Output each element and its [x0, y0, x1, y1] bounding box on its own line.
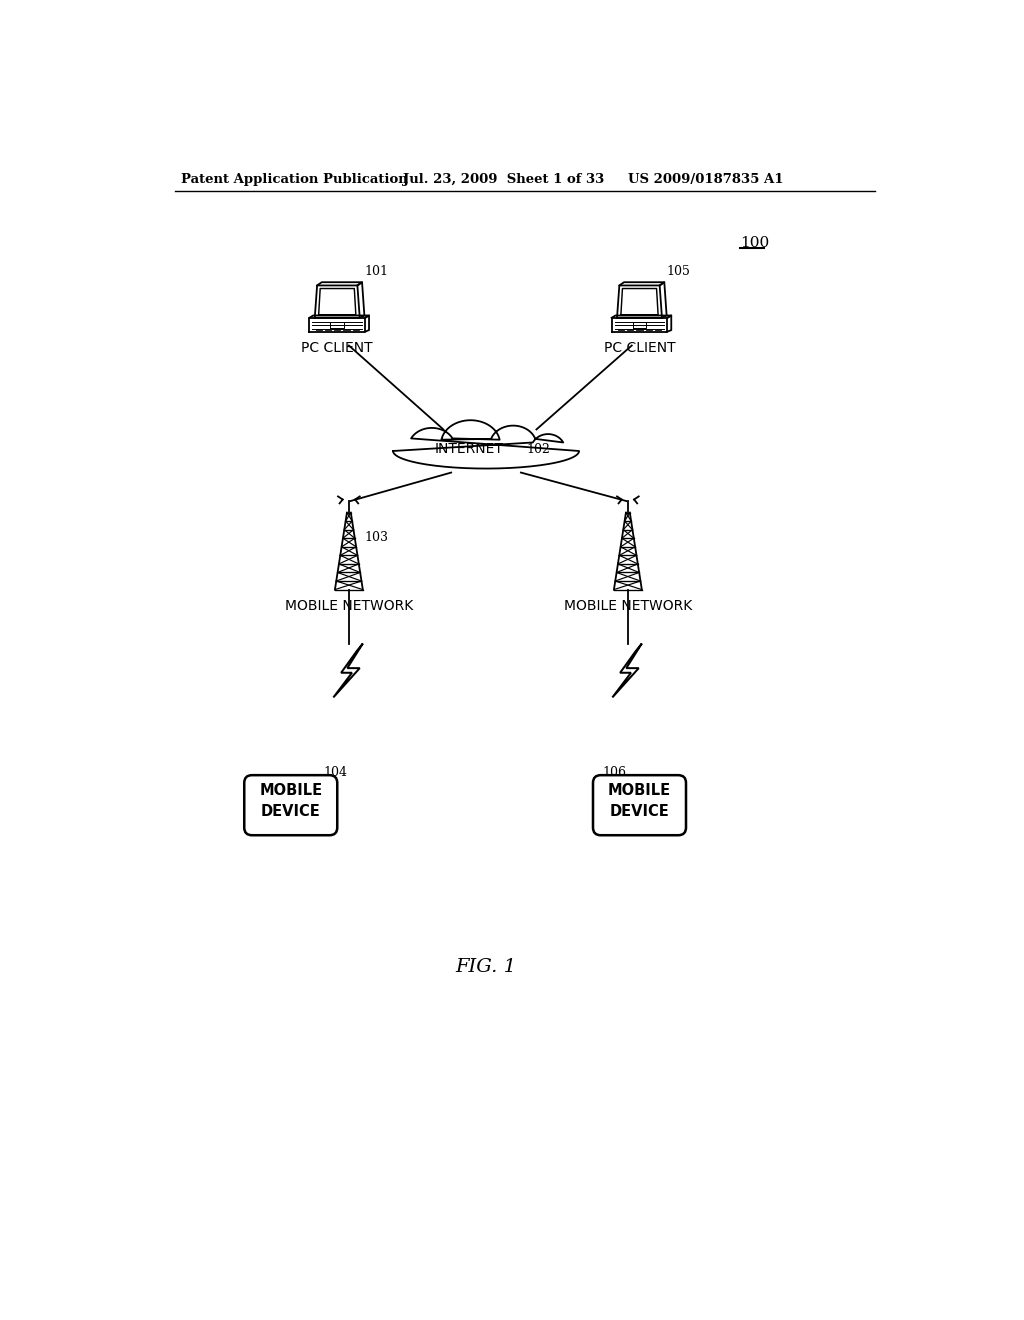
Text: INTERNET: INTERNET	[434, 442, 504, 457]
Text: MOBILE
DEVICE: MOBILE DEVICE	[259, 783, 323, 820]
Text: 105: 105	[667, 265, 690, 279]
Text: US 2009/0187835 A1: US 2009/0187835 A1	[628, 173, 783, 186]
Text: FIG. 1: FIG. 1	[456, 958, 516, 975]
Text: PC CLIENT: PC CLIENT	[301, 341, 373, 355]
Text: 102: 102	[526, 444, 550, 455]
Text: 106: 106	[602, 767, 627, 779]
Text: 104: 104	[324, 767, 347, 779]
Text: 101: 101	[365, 265, 388, 279]
Text: MOBILE
DEVICE: MOBILE DEVICE	[608, 783, 671, 820]
Text: PC CLIENT: PC CLIENT	[604, 341, 675, 355]
Text: Patent Application Publication: Patent Application Publication	[180, 173, 408, 186]
Text: MOBILE NETWORK: MOBILE NETWORK	[285, 599, 413, 612]
Text: 100: 100	[740, 236, 769, 249]
Text: 103: 103	[365, 531, 388, 544]
Text: Jul. 23, 2009  Sheet 1 of 33: Jul. 23, 2009 Sheet 1 of 33	[403, 173, 604, 186]
Text: MOBILE NETWORK: MOBILE NETWORK	[564, 599, 692, 612]
